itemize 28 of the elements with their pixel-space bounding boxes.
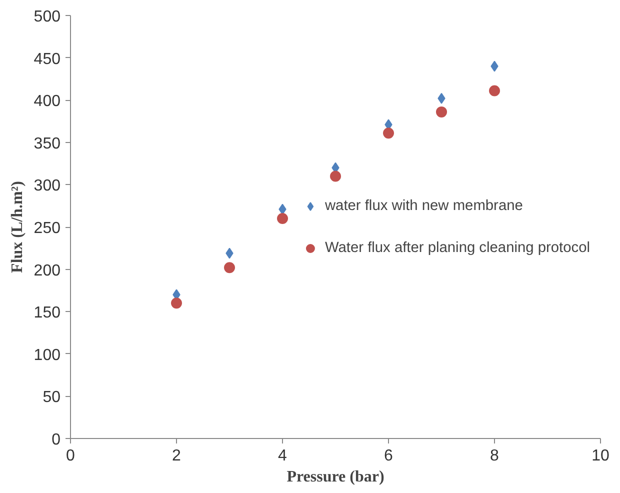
point xyxy=(224,262,235,274)
point xyxy=(277,213,288,224)
y-tick-label: 50 xyxy=(42,389,61,406)
y-tick-label: 450 xyxy=(34,50,61,68)
x-tick-label: 2 xyxy=(172,448,182,464)
y-tick-label: 500 xyxy=(34,8,61,26)
y-tick-label: 0 xyxy=(52,432,61,448)
x-tick-label: 8 xyxy=(490,448,500,464)
point xyxy=(383,128,394,139)
y-tick-label: 250 xyxy=(34,220,61,237)
y-tick-label: 300 xyxy=(34,178,61,195)
y-tick-label: 100 xyxy=(34,346,61,364)
x-tick-label: 0 xyxy=(66,448,76,464)
x-axis-title: Pressure (bar) xyxy=(286,468,384,486)
point xyxy=(489,85,500,96)
x-tick-label: 6 xyxy=(384,448,394,464)
y-axis-title: Flux (L/h.m²) xyxy=(8,181,26,273)
x-tick-label: 10 xyxy=(592,448,610,464)
point xyxy=(171,298,182,309)
y-tick-label: 400 xyxy=(34,93,61,110)
point xyxy=(436,106,447,118)
y-tick-label: 350 xyxy=(34,135,61,152)
point xyxy=(330,170,341,182)
y-tick-label: 150 xyxy=(34,304,61,322)
y-tick-label: 200 xyxy=(34,262,61,280)
legend-label: Water flux after planing cleaning protocol xyxy=(324,240,590,256)
x-tick-label: 4 xyxy=(278,448,288,464)
legend-label: water flux with new membrane xyxy=(324,198,524,214)
